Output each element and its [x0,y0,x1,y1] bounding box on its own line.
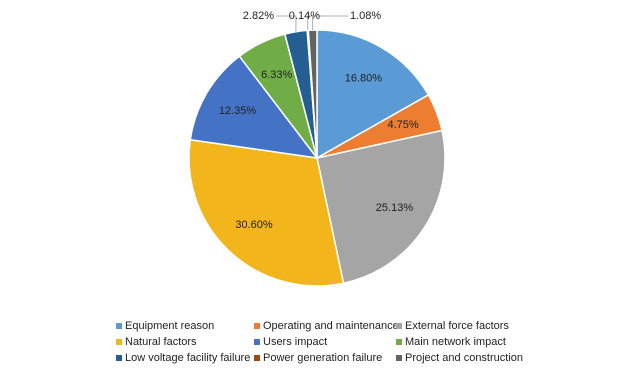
legend-swatch [116,355,122,361]
data-label: 4.75% [387,119,418,131]
legend-label: Power generation failure [263,352,382,364]
pie-slice [316,29,430,160]
legend-label: Equipment reason [125,320,214,332]
legend-swatch [396,355,402,361]
legend-swatch [116,339,122,345]
data-label: 25.13% [376,202,414,214]
data-label: 6.33% [261,69,292,81]
leader-line [276,15,297,32]
legend-swatch [396,323,402,329]
legend-swatch [116,323,122,329]
data-label: 12.35% [219,105,257,117]
legend-swatch [396,339,402,345]
legend-label: Main network impact [405,336,506,348]
legend-label: Project and construction [405,352,523,364]
data-label: 1.08% [350,10,381,22]
pie-slice [188,138,345,287]
pie-slice [307,29,318,159]
legend-label: Users impact [263,336,327,348]
leader-line [312,15,348,31]
data-label: 2.82% [243,10,274,22]
pie-slice [316,129,446,285]
legend-label: Low voltage facility failure [125,352,250,364]
legend-swatch [254,339,260,345]
legend-label: External force factors [405,320,509,332]
pie-slice [189,55,319,160]
data-label: 30.60% [235,219,273,231]
legend-swatch [254,355,260,361]
legend-swatch [254,323,260,329]
legend-label: Operating and maintenance [263,320,399,332]
data-label: 16.80% [345,72,383,84]
legend-label: Natural factors [125,336,197,348]
